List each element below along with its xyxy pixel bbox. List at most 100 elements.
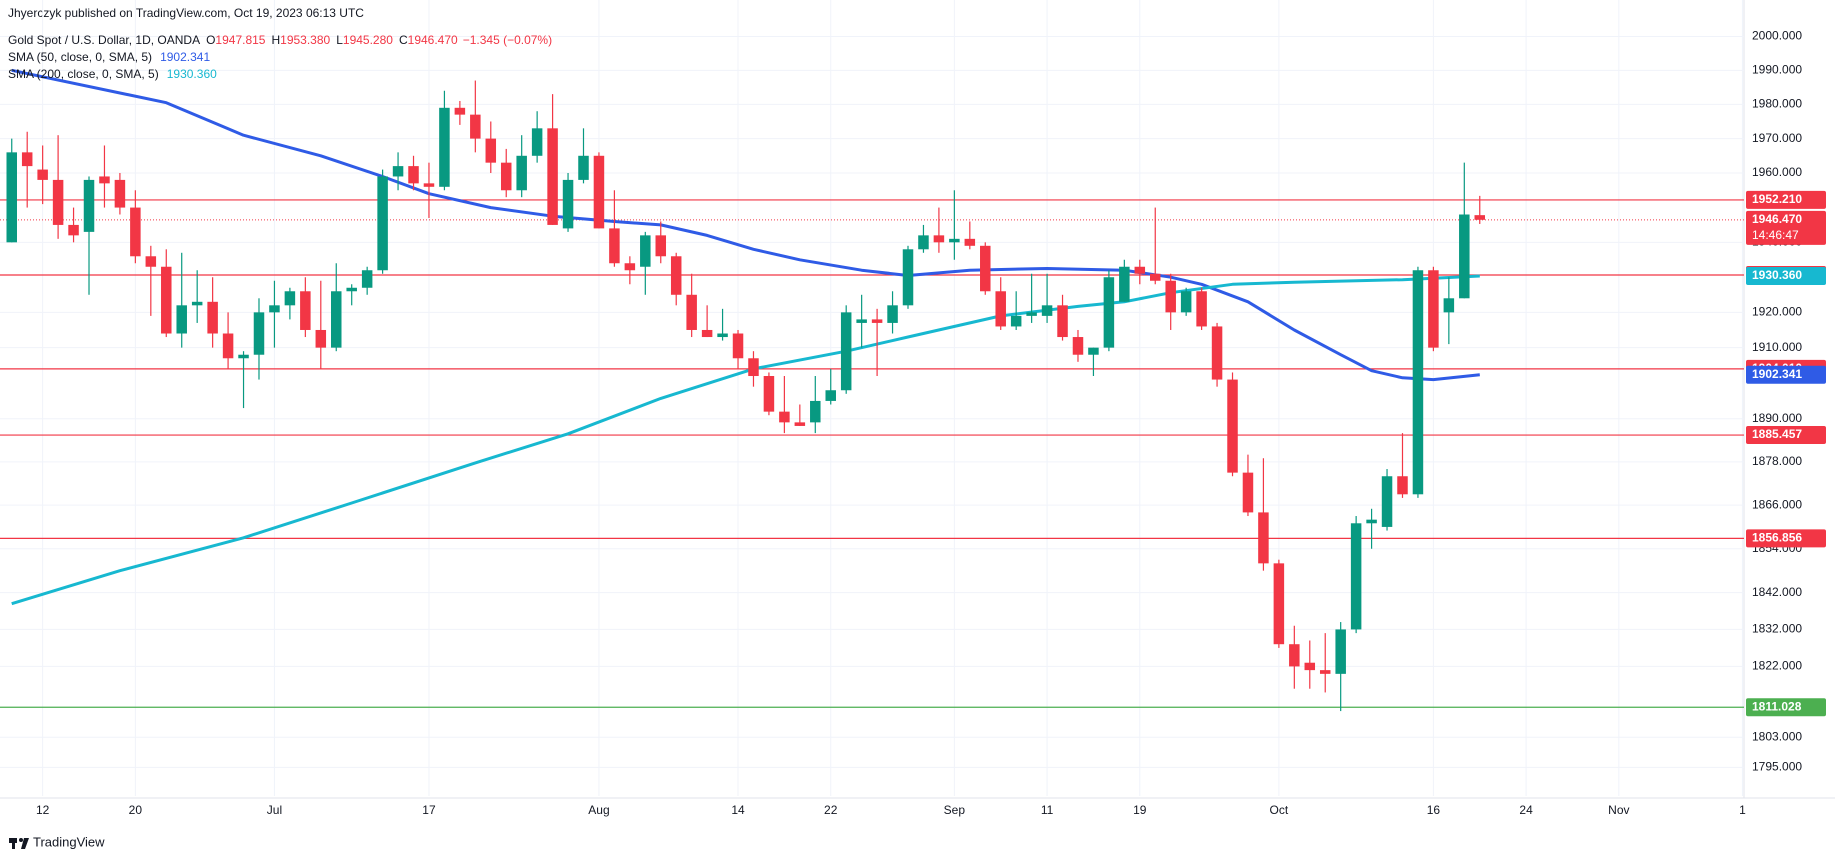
candle-body	[1459, 214, 1470, 299]
y-tick-label: 1990.000	[1752, 63, 1802, 77]
candle-body	[1242, 472, 1254, 513]
plot-content	[0, 0, 1744, 796]
candle-body	[1088, 347, 1099, 355]
ohlc-value: 1945.280	[343, 33, 393, 47]
price-badge: 1952.210	[1746, 190, 1826, 209]
candle-body	[902, 249, 914, 306]
candle-body	[763, 376, 775, 412]
y-tick-label: 1960.000	[1752, 165, 1802, 179]
candle-body	[52, 179, 64, 225]
candle-body	[810, 400, 821, 423]
candle-body	[779, 411, 790, 423]
candle-body	[1412, 270, 1424, 495]
candle-body	[1026, 312, 1037, 316]
y-tick-label: 1980.000	[1752, 97, 1802, 111]
change-value: −1.345 (−0.07%)	[463, 33, 552, 47]
candle-body	[1119, 266, 1130, 302]
ohlc-value: 1953.380	[280, 33, 330, 47]
candle-body	[145, 256, 157, 267]
candle-body	[331, 291, 342, 348]
candle-body	[361, 270, 373, 288]
candle-body	[1180, 291, 1192, 313]
x-tick-label: 22	[824, 803, 838, 817]
ohlc-key: O	[206, 33, 215, 47]
candle-body	[1397, 476, 1408, 495]
price-badge-box	[1746, 190, 1826, 209]
legend-value: 1930.360	[167, 67, 217, 81]
y-tick-label: 1866.000	[1752, 497, 1802, 511]
candle-body	[995, 291, 1006, 327]
candle-body	[377, 176, 388, 271]
ohlc-key: C	[399, 33, 408, 47]
legend-entry: SMA (200, close, 0, SMA, 5) 1930.360	[8, 67, 217, 81]
candle-body	[6, 152, 17, 243]
candle-body	[1072, 337, 1084, 355]
candle-body	[1428, 270, 1439, 348]
y-tick-label: 1803.000	[1752, 729, 1802, 743]
footer-brand: TradingView	[33, 834, 105, 849]
x-tick-label: Oct	[1270, 803, 1289, 817]
candle-body	[640, 235, 651, 267]
candle-body	[887, 305, 898, 323]
candle-body	[670, 256, 682, 295]
price-badge: 1930.360	[1746, 266, 1826, 285]
candle-body	[825, 390, 836, 401]
instrument-name: Gold Spot / U.S. Dollar, 1D, OANDA	[8, 33, 200, 47]
candle-body	[284, 291, 296, 306]
candle-body	[624, 263, 636, 271]
candle-body	[1304, 662, 1316, 671]
y-tick-label: 1878.000	[1752, 454, 1802, 468]
candle-body	[732, 333, 744, 359]
ohlc-key: H	[271, 33, 280, 47]
price-badge-label: 1885.457	[1752, 427, 1802, 441]
y-tick-label: 1795.000	[1752, 759, 1802, 773]
legend: Gold Spot / U.S. Dollar, 1D, OANDA O1947.…	[8, 33, 552, 81]
x-tick-label: Aug	[588, 803, 609, 817]
candle-body	[68, 224, 79, 236]
x-tick-label: Sep	[944, 803, 966, 817]
candle-body	[840, 312, 852, 391]
ohlc-key: L	[336, 33, 343, 47]
candle-body	[114, 179, 126, 208]
candle-body	[578, 155, 589, 180]
candle-body	[516, 155, 527, 191]
candle-body	[1165, 280, 1176, 313]
candle-body	[300, 291, 311, 330]
candle-body	[1443, 298, 1455, 313]
candle-body	[980, 245, 991, 292]
ohlc-value: 1947.815	[215, 33, 265, 47]
candle-body	[454, 107, 466, 115]
candle-body	[655, 235, 667, 257]
candle-body	[1319, 670, 1331, 674]
price-badge-label: 1952.210	[1752, 192, 1802, 206]
price-badge-label: 1930.360	[1752, 268, 1802, 282]
candle-body	[439, 107, 450, 187]
x-tick-label: Jul	[267, 803, 282, 817]
price-badge-box	[1746, 365, 1826, 384]
candle-body	[717, 333, 728, 338]
candle-body	[238, 354, 249, 359]
candle-body	[686, 294, 697, 330]
candle-body	[315, 329, 327, 348]
legend-entry: SMA (50, close, 0, SMA, 5) 1902.341	[8, 50, 210, 64]
legend-value: 1902.341	[160, 50, 210, 64]
price-badge: 1946.470 14:46:47	[1746, 210, 1826, 245]
candle-body	[1273, 563, 1285, 645]
x-tick-label: 16	[1427, 803, 1441, 817]
countdown-label: 14:46:47	[1752, 228, 1799, 242]
candle-body	[1103, 277, 1115, 348]
legend-name: SMA (50, close, 0, SMA, 5)	[8, 50, 152, 64]
candle-body	[593, 155, 605, 229]
candle-body	[794, 422, 806, 426]
candle-body	[207, 301, 218, 334]
price-badge-label: 1856.856	[1752, 531, 1802, 545]
candle-body	[933, 235, 945, 243]
candle-body	[485, 138, 497, 163]
price-badge-label: 1902.341	[1752, 367, 1802, 381]
y-tick-label: 2000.000	[1752, 29, 1802, 43]
candle-body	[1258, 512, 1269, 564]
candle-body	[1350, 523, 1362, 630]
x-tick-label: 17	[422, 803, 436, 817]
